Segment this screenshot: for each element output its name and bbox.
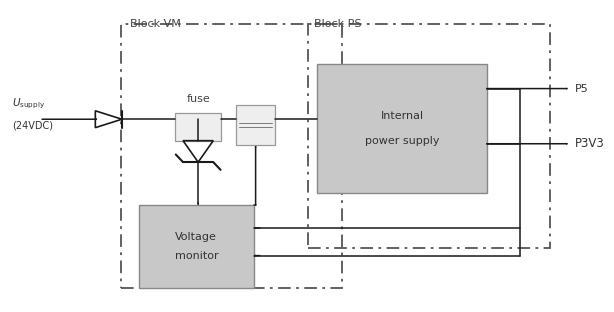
Bar xyxy=(175,113,220,141)
Bar xyxy=(139,205,254,288)
Text: fuse: fuse xyxy=(186,94,210,104)
Text: Voltage: Voltage xyxy=(176,232,217,242)
Bar xyxy=(308,24,550,248)
Text: power supply: power supply xyxy=(365,136,439,146)
Text: (24VDC): (24VDC) xyxy=(12,120,53,130)
Text: monitor: monitor xyxy=(174,251,218,261)
Bar xyxy=(317,64,487,193)
Text: Internal: Internal xyxy=(381,111,424,121)
Text: $U_{\mathsf{supply}}$: $U_{\mathsf{supply}}$ xyxy=(12,97,45,111)
Text: P3V3: P3V3 xyxy=(574,137,604,150)
Bar xyxy=(236,105,275,145)
Text: P5: P5 xyxy=(574,84,588,94)
Text: Block VM: Block VM xyxy=(130,19,181,29)
Text: Block PS: Block PS xyxy=(314,19,362,29)
Bar xyxy=(121,24,341,288)
